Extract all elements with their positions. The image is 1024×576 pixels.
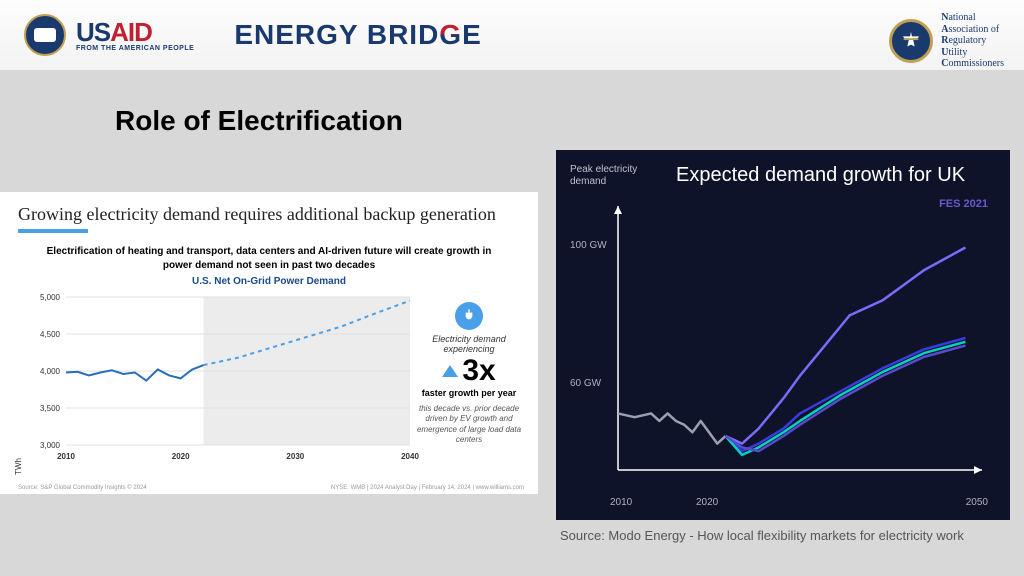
naruc-logo: National Association of Regulatory Utili…: [889, 12, 1004, 70]
usaid-wordmark: USAID: [76, 19, 194, 45]
svg-text:3,500: 3,500: [40, 404, 61, 413]
naruc-text: National Association of Regulatory Utili…: [941, 12, 1004, 70]
left-subhead: Electrification of heating and transport…: [0, 233, 538, 276]
triangle-up-icon: [442, 365, 458, 377]
left-headline: Growing electricity demand requires addi…: [0, 192, 538, 229]
source-citation: Source: Modo Energy - How local flexibil…: [560, 528, 1000, 544]
naruc-seal-icon: [889, 19, 933, 63]
right-xtick-2050: 2050: [966, 497, 988, 508]
svg-text:4,000: 4,000: [40, 367, 61, 376]
header-bar: USAID FROM THE AMERICAN PEOPLE ENERGY BR…: [0, 0, 1024, 70]
left-footer: Source: S&P Global Commodity Insights © …: [18, 485, 524, 491]
svg-text:2030: 2030: [286, 452, 304, 461]
callout-sub: faster growth per year: [414, 388, 524, 398]
right-y-label: Peak electricitydemand: [570, 164, 637, 188]
svg-text:2040: 2040: [401, 452, 419, 461]
right-xtick-2020: 2020: [696, 497, 718, 508]
callout-lead: Electricity demand experiencing: [414, 334, 524, 354]
left-source-right: NYSE: WMB | 2024 Analyst Day | February …: [331, 485, 524, 491]
right-xtick-2010: 2010: [610, 497, 632, 508]
callout-detail: this decade vs. prior decade driven by E…: [414, 404, 524, 446]
energybridge-logo: ENERGY BRIDGE: [234, 19, 481, 51]
slide-title: Role of Electrification: [115, 105, 403, 137]
right-ytick-60: 60 GW: [570, 378, 601, 389]
svg-text:2020: 2020: [172, 452, 190, 461]
power-icon: [455, 302, 483, 330]
svg-text:3,000: 3,000: [40, 441, 61, 450]
right-chart-card: Peak electricitydemand Expected demand g…: [556, 150, 1010, 520]
right-overlay-title: Expected demand growth for UK: [676, 164, 965, 187]
usaid-tagline: FROM THE AMERICAN PEOPLE: [76, 45, 194, 52]
left-source: Source: S&P Global Commodity Insights © …: [18, 485, 147, 491]
svg-text:4,500: 4,500: [40, 330, 61, 339]
callout-box: Electricity demand experiencing 3x faste…: [414, 302, 524, 446]
usaid-seal-icon: [24, 14, 66, 56]
left-y-unit: TWh: [14, 458, 23, 475]
callout-big: 3x: [414, 356, 524, 386]
svg-text:2010: 2010: [57, 452, 75, 461]
svg-text:5,000: 5,000: [40, 293, 61, 302]
right-ytick-100: 100 GW: [570, 240, 607, 251]
usaid-logo: USAID FROM THE AMERICAN PEOPLE: [24, 14, 194, 56]
right-chart: [608, 196, 992, 484]
left-chart-card: Growing electricity demand requires addi…: [0, 192, 538, 494]
left-chart-title: U.S. Net On-Grid Power Demand: [0, 276, 538, 287]
